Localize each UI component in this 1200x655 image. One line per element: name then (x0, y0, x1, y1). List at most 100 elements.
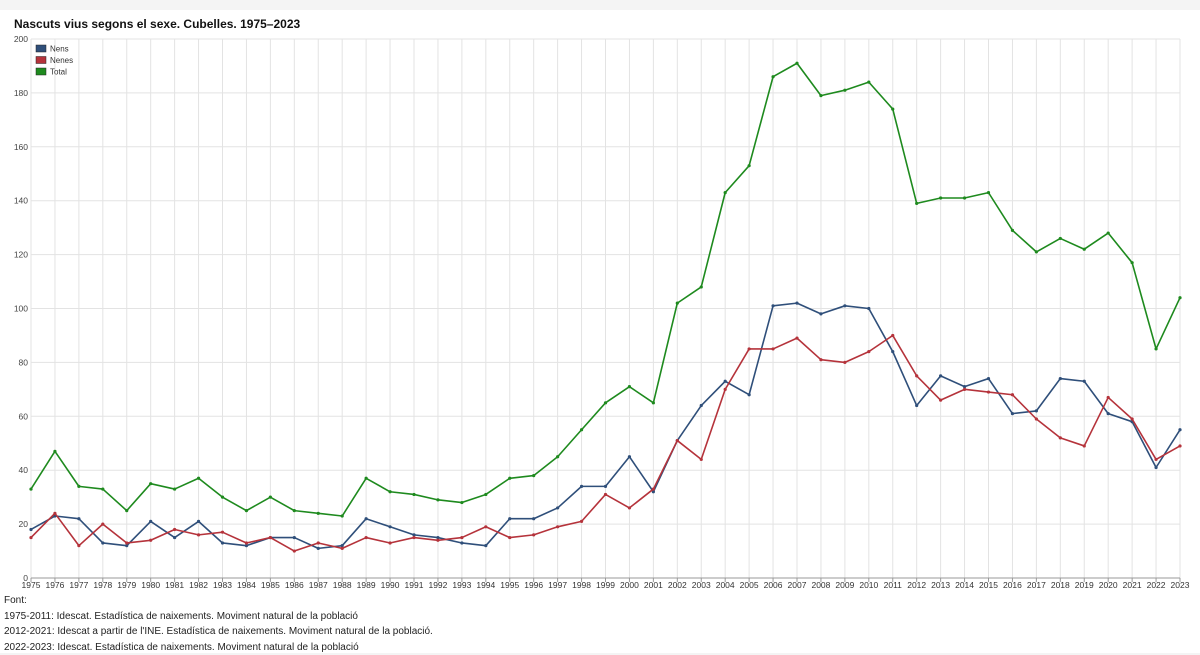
data-point-nenes (460, 536, 463, 539)
data-point-nenes (365, 536, 368, 539)
data-point-total (915, 202, 918, 205)
data-point-total (604, 401, 607, 404)
x-tick-label: 1979 (117, 580, 136, 590)
x-tick-label: 1998 (572, 580, 591, 590)
data-point-total (987, 191, 990, 194)
x-tick-label: 1980 (141, 580, 160, 590)
x-tick-label: 1982 (189, 580, 208, 590)
data-point-total (388, 490, 391, 493)
y-tick-label: 160 (14, 142, 28, 152)
data-point-nens (29, 528, 32, 531)
data-point-total (867, 81, 870, 84)
data-point-nenes (724, 388, 727, 391)
data-point-nenes (1178, 444, 1181, 447)
data-point-nens (700, 404, 703, 407)
data-point-total (436, 498, 439, 501)
x-tick-label: 2018 (1051, 580, 1070, 590)
data-point-nenes (987, 390, 990, 393)
data-point-total (293, 509, 296, 512)
data-point-total (652, 401, 655, 404)
data-point-nens (867, 307, 870, 310)
y-tick-label: 80 (19, 357, 29, 367)
data-point-total (676, 302, 679, 305)
data-point-nens (1107, 412, 1110, 415)
data-point-nenes (1059, 436, 1062, 439)
data-point-total (748, 164, 751, 167)
x-tick-label: 2020 (1099, 580, 1118, 590)
data-point-nenes (1011, 393, 1014, 396)
legend-label: Nenes (50, 56, 73, 65)
data-point-total (532, 474, 535, 477)
data-point-total (1083, 248, 1086, 251)
data-point-total (365, 477, 368, 480)
legend-swatch (36, 57, 46, 64)
data-point-nenes (508, 536, 511, 539)
data-point-nens (365, 517, 368, 520)
data-point-nenes (436, 539, 439, 542)
data-point-nenes (676, 439, 679, 442)
data-point-nens (532, 517, 535, 520)
x-tick-label: 1992 (428, 580, 447, 590)
data-point-nenes (412, 536, 415, 539)
data-point-nenes (700, 458, 703, 461)
data-point-nenes (963, 388, 966, 391)
data-point-total (197, 477, 200, 480)
data-point-nenes (53, 512, 56, 515)
data-point-nenes (317, 541, 320, 544)
y-tick-label: 200 (14, 34, 28, 44)
data-point-total (1035, 250, 1038, 253)
y-tick-label: 20 (19, 519, 29, 529)
x-tick-label: 2013 (931, 580, 950, 590)
data-point-total (149, 482, 152, 485)
data-point-total (77, 485, 80, 488)
data-point-total (317, 512, 320, 515)
x-tick-label: 1997 (548, 580, 567, 590)
x-tick-label: 1990 (381, 580, 400, 590)
data-point-total (221, 496, 224, 499)
data-point-total (724, 191, 727, 194)
data-point-total (412, 493, 415, 496)
x-tick-label: 1977 (69, 580, 88, 590)
data-point-total (819, 94, 822, 97)
data-point-total (53, 450, 56, 453)
data-point-nens (891, 350, 894, 353)
x-tick-label: 2023 (1171, 580, 1190, 590)
data-point-total (125, 509, 128, 512)
data-point-nenes (245, 541, 248, 544)
x-tick-label: 2022 (1147, 580, 1166, 590)
data-point-nenes (915, 374, 918, 377)
data-point-nens (221, 541, 224, 544)
data-point-nenes (1154, 458, 1157, 461)
data-point-nenes (341, 547, 344, 550)
data-point-nens (939, 374, 942, 377)
data-point-nens (101, 541, 104, 544)
data-point-total (460, 501, 463, 504)
x-tick-label: 2008 (811, 580, 830, 590)
y-tick-label: 60 (19, 411, 29, 421)
data-point-nens (1011, 412, 1014, 415)
x-tick-label: 2019 (1075, 580, 1094, 590)
x-tick-label: 1985 (261, 580, 280, 590)
y-tick-label: 140 (14, 196, 28, 206)
data-point-nenes (293, 549, 296, 552)
x-tick-label: 2000 (620, 580, 639, 590)
x-tick-label: 1978 (93, 580, 112, 590)
data-point-total (1011, 229, 1014, 232)
x-tick-label: 2006 (764, 580, 783, 590)
data-point-nenes (29, 536, 32, 539)
data-point-total (963, 196, 966, 199)
x-tick-label: 2016 (1003, 580, 1022, 590)
data-point-nens (1059, 377, 1062, 380)
data-point-nenes (843, 361, 846, 364)
data-point-total (843, 89, 846, 92)
data-point-total (795, 62, 798, 65)
legend-swatch (36, 45, 46, 52)
data-point-nens (724, 380, 727, 383)
data-point-total (939, 196, 942, 199)
data-point-nens (1083, 380, 1086, 383)
data-point-nens (173, 536, 176, 539)
data-point-total (269, 496, 272, 499)
data-point-nens (556, 506, 559, 509)
